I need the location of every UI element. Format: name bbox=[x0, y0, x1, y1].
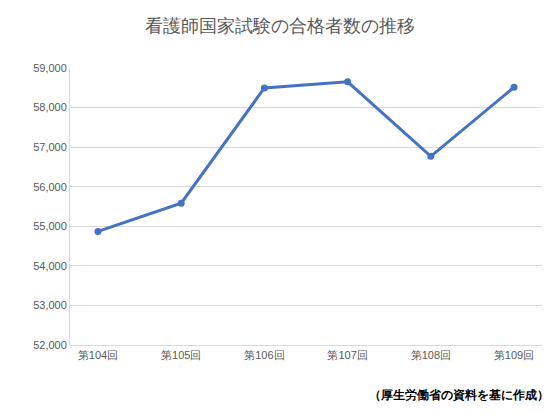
svg-text:第109回: 第109回 bbox=[494, 349, 534, 361]
svg-text:54,000: 54,000 bbox=[33, 260, 67, 272]
svg-text:55,000: 55,000 bbox=[33, 220, 67, 232]
svg-text:第108回: 第108回 bbox=[411, 349, 451, 361]
svg-text:52,000: 52,000 bbox=[33, 339, 67, 351]
svg-text:第106回: 第106回 bbox=[244, 349, 284, 361]
svg-text:57,000: 57,000 bbox=[33, 141, 67, 153]
svg-text:第104回: 第104回 bbox=[78, 349, 118, 361]
svg-text:59,000: 59,000 bbox=[33, 62, 67, 74]
svg-text:第105回: 第105回 bbox=[161, 349, 201, 361]
svg-text:53,000: 53,000 bbox=[33, 299, 67, 311]
svg-text:58,000: 58,000 bbox=[33, 101, 67, 113]
svg-text:看護師国家試験の合格者数の推移: 看護師国家試験の合格者数の推移 bbox=[145, 16, 415, 36]
svg-text:56,000: 56,000 bbox=[33, 181, 67, 193]
svg-text:第107回: 第107回 bbox=[327, 349, 367, 361]
svg-text:（厚生労働省の資料を基に作成）: （厚生労働省の資料を基に作成） bbox=[369, 388, 549, 402]
